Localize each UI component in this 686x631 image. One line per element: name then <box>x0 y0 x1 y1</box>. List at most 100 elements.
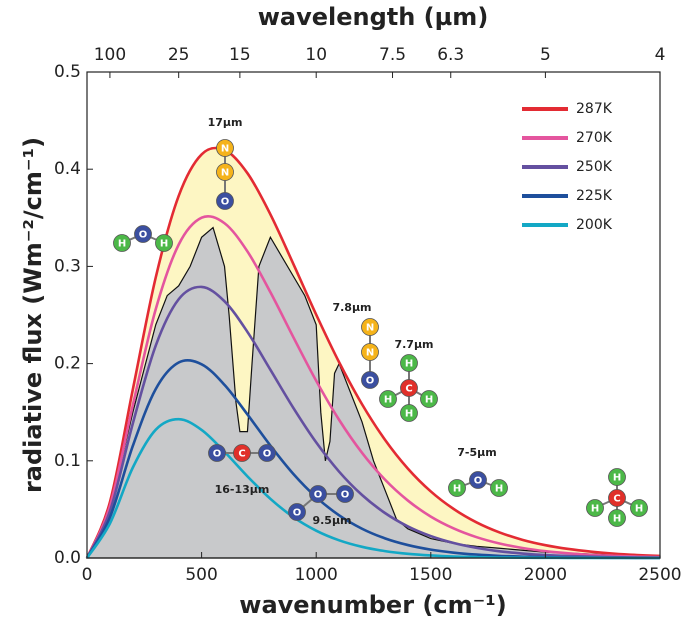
molecule: H C H H H 7.7µm <box>379 338 438 422</box>
atom-label: C <box>405 384 412 395</box>
molecule-label: 7-5µm <box>457 446 496 459</box>
x2-tick-label: 100 <box>94 45 126 65</box>
atom-label: H <box>118 239 126 250</box>
x2-tick-label: 15 <box>229 45 251 65</box>
atom <box>379 390 397 408</box>
atom-label: H <box>405 359 413 370</box>
atom-label: H <box>384 395 392 406</box>
atom <box>208 444 226 462</box>
atom <box>113 234 131 252</box>
atom-label: H <box>405 409 413 420</box>
series-line <box>85 285 661 560</box>
atom <box>608 468 626 486</box>
atom <box>216 139 234 157</box>
molecule-label: 16-13µm <box>215 483 270 496</box>
atom-label: H <box>425 395 433 406</box>
atom-label: N <box>221 168 229 179</box>
legend-label: 200K <box>576 217 613 233</box>
y-tick-label: 0.2 <box>54 354 81 374</box>
atom-label: C <box>238 449 245 460</box>
series-line <box>85 214 661 559</box>
legend-label: 225K <box>576 188 613 204</box>
atom-label: C <box>613 494 620 505</box>
x2-tick-label: 10 <box>305 45 327 65</box>
atom-label: O <box>221 197 230 208</box>
molecule: HOH <box>113 225 173 252</box>
x2-tick-label: 6.3 <box>437 45 464 65</box>
x-tick-label: 1500 <box>409 565 452 585</box>
atom-label: H <box>160 239 168 250</box>
atom <box>586 499 604 517</box>
x2-tick-label: 5 <box>540 45 551 65</box>
molecule: N N O 7.8µm <box>332 301 379 389</box>
x2-tick-label: 4 <box>655 45 666 65</box>
atom <box>469 471 487 489</box>
atom-label: O <box>139 230 148 241</box>
legend-label: 287K <box>576 101 613 117</box>
atom <box>309 485 327 503</box>
atom <box>361 343 379 361</box>
atom-label: O <box>213 449 222 460</box>
atom-label: N <box>366 348 374 359</box>
atom-label: O <box>474 476 483 487</box>
atom-label: H <box>495 484 503 495</box>
atom <box>361 318 379 336</box>
atom-label: H <box>453 484 461 495</box>
atom <box>336 485 354 503</box>
y-tick-label: 0.3 <box>54 256 81 276</box>
atom-label: H <box>613 514 621 525</box>
atom <box>288 503 306 521</box>
atom-label: O <box>314 490 323 501</box>
molecule-label: 7.7µm <box>394 338 433 351</box>
y-tick-label: 0.0 <box>54 548 81 568</box>
atom <box>400 354 418 372</box>
atom <box>420 390 438 408</box>
atom-label: H <box>635 504 643 515</box>
atom <box>216 163 234 181</box>
atom <box>448 479 466 497</box>
atom <box>258 444 276 462</box>
x2-tick-label: 7.5 <box>379 45 406 65</box>
x-tick-label: 1000 <box>295 565 338 585</box>
y-tick-label: 0.1 <box>54 451 81 471</box>
atom <box>630 499 648 517</box>
atom-label: O <box>263 449 272 460</box>
atom <box>233 444 251 462</box>
x-tick-label: 500 <box>185 565 217 585</box>
legend-label: 250K <box>576 159 613 175</box>
molecule: O O O 9.5µm <box>288 485 354 527</box>
x-axis-title: wavenumber (cm⁻¹) <box>239 591 506 619</box>
molecule: N N O 17µm <box>208 116 243 210</box>
atom <box>134 225 152 243</box>
atom-label: N <box>366 323 374 334</box>
molecule-label: 17µm <box>208 116 243 129</box>
molecule: O C O 16-13µm <box>208 444 276 496</box>
atom-label: O <box>366 376 375 387</box>
x-tick-label: 2000 <box>524 565 567 585</box>
atom <box>490 479 508 497</box>
atom <box>608 509 626 527</box>
atom-label: O <box>293 508 302 519</box>
atom <box>155 234 173 252</box>
molecule: H O H 7-5µm <box>448 446 508 497</box>
legend-label: 270K <box>576 130 613 146</box>
plot-frame <box>86 71 661 559</box>
y-tick-label: 0.4 <box>54 159 81 179</box>
atom-label: H <box>613 473 621 484</box>
series-line <box>85 146 661 559</box>
atom <box>400 404 418 422</box>
atom-label: O <box>341 490 350 501</box>
molecule-label: 7.8µm <box>332 301 371 314</box>
atom <box>361 371 379 389</box>
molecule-label: 9.5µm <box>312 514 351 527</box>
x2-axis-title: wavelength (µm) <box>258 3 489 31</box>
atom <box>400 379 418 397</box>
atom <box>608 489 626 507</box>
molecule: HCH HH <box>586 468 648 527</box>
atom-label: H <box>591 504 599 515</box>
atom <box>216 192 234 210</box>
y-tick-label: 0.5 <box>54 62 81 82</box>
x-tick-label: 0 <box>82 565 93 585</box>
x-tick-label: 2500 <box>638 565 681 585</box>
